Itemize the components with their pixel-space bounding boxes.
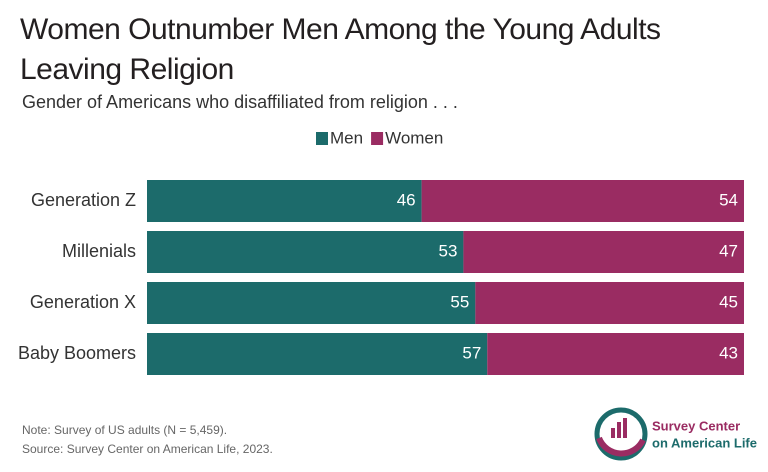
y-tick-label: Generation X	[30, 292, 136, 312]
logo: Survey Center on American Life	[594, 407, 757, 461]
legend-swatch	[316, 132, 328, 145]
y-tick-label: Millenials	[62, 241, 136, 261]
logo-bar	[617, 422, 621, 438]
data-label: 55	[450, 292, 469, 311]
data-label: 45	[719, 292, 738, 311]
bar	[147, 180, 422, 222]
y-tick-label: Baby Boomers	[18, 343, 136, 363]
bar	[487, 333, 744, 375]
source: Source: Survey Center on American Life, …	[22, 442, 273, 456]
legend-label: Women	[385, 128, 443, 147]
y-tick-label: Generation Z	[31, 190, 136, 210]
logo-arc	[596, 436, 646, 457]
logo-ring	[594, 407, 648, 461]
bar	[147, 282, 476, 324]
bar	[421, 180, 744, 222]
note: Note: Survey of US adults (N = 5,459).	[22, 423, 227, 437]
data-label: 54	[719, 190, 738, 209]
data-label: 57	[462, 343, 481, 362]
logo-bar	[623, 418, 627, 438]
legend-swatch	[371, 132, 384, 145]
chart-title: Women Outnumber Men Among the Young Adul…	[20, 13, 661, 86]
data-label: 43	[719, 343, 738, 362]
bar	[147, 333, 488, 375]
logo-bar	[611, 428, 615, 438]
bar	[147, 231, 464, 273]
data-label: 53	[438, 241, 457, 260]
logo-text: on American Life	[652, 435, 757, 450]
chart-subtitle: Gender of Americans who disaffiliated fr…	[22, 92, 458, 112]
logo-text: Survey Center	[652, 418, 740, 433]
bar	[463, 231, 744, 273]
data-label: 47	[719, 241, 738, 260]
legend-label: Men	[330, 128, 363, 147]
bar	[475, 282, 744, 324]
data-label: 46	[397, 190, 416, 209]
